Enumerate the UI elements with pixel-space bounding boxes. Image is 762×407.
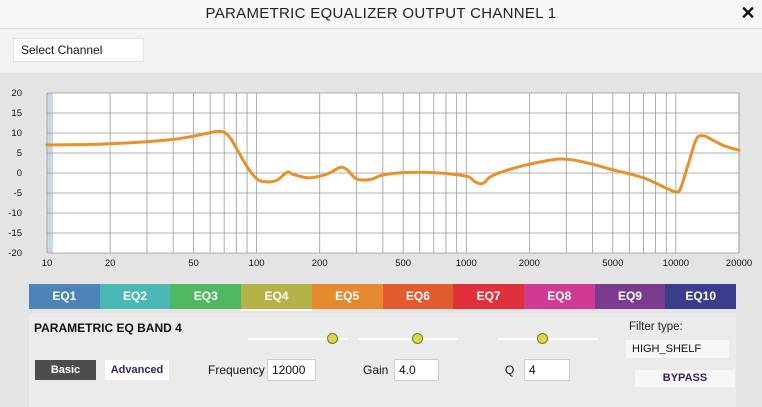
advanced-mode-button[interactable]: Advanced	[105, 360, 169, 380]
tab-eq5[interactable]: EQ5	[311, 284, 383, 309]
tab-eq4[interactable]: EQ4	[241, 284, 312, 311]
top-toolbar: Select Channel	[0, 29, 762, 73]
frequency-input[interactable]	[267, 359, 316, 381]
x-tick-label: 20	[105, 258, 116, 268]
y-tick-label: 20	[11, 88, 22, 99]
response-curve	[45, 129, 741, 194]
q-slider[interactable]	[498, 338, 598, 340]
y-tick-label: 15	[11, 108, 22, 119]
gain-input[interactable]	[394, 359, 439, 381]
tab-eq9[interactable]: EQ9	[594, 284, 666, 309]
y-tick-label: -5	[14, 188, 22, 199]
y-tick-label: -15	[8, 228, 22, 239]
y-tick-label: 10	[11, 128, 22, 139]
q-slider-knob[interactable]	[537, 333, 548, 344]
y-tick-label: -20	[8, 248, 22, 259]
x-tick-label: 200	[312, 258, 328, 268]
x-tick-label: 500	[395, 258, 411, 268]
y-tick-label: -10	[8, 208, 22, 219]
bypass-button[interactable]: BYPASS	[635, 370, 735, 387]
x-tick-label: 10	[42, 258, 53, 268]
title-bar: PARAMETRIC EQUALIZER OUTPUT CHANNEL 1 ✕	[0, 0, 762, 29]
x-tick-label: 1000	[456, 258, 477, 268]
q-label: Q	[505, 363, 515, 377]
tab-eq10[interactable]: EQ10	[665, 284, 737, 309]
x-tick-label: 5000	[602, 258, 623, 268]
x-tick-label: 2000	[519, 258, 540, 268]
tab-eq8[interactable]: EQ8	[523, 284, 595, 309]
y-tick-label: 0	[17, 168, 22, 179]
basic-mode-button[interactable]: Basic	[35, 360, 96, 380]
x-tick-label: 100	[249, 258, 265, 268]
frequency-slider-knob[interactable]	[327, 333, 338, 344]
tab-eq3[interactable]: EQ3	[170, 284, 242, 309]
q-input[interactable]	[524, 359, 570, 381]
gain-slider-knob[interactable]	[412, 333, 423, 344]
x-tick-label: 10000	[663, 258, 689, 268]
x-tick-label: 50	[188, 258, 199, 268]
frequency-label: Frequency	[208, 363, 265, 377]
tab-eq7[interactable]: EQ7	[453, 284, 524, 309]
tab-eq2[interactable]: EQ2	[99, 284, 171, 309]
filter-type-label: Filter type:	[629, 321, 683, 333]
frequency-slider[interactable]	[248, 338, 348, 340]
close-icon[interactable]: ✕	[740, 3, 756, 23]
x-tick-label: 20000	[726, 258, 752, 268]
select-channel-button[interactable]: Select Channel	[13, 38, 144, 62]
window-title: PARAMETRIC EQUALIZER OUTPUT CHANNEL 1	[205, 5, 557, 22]
gain-label: Gain	[363, 363, 389, 377]
eq-band-tabs: EQ1 EQ2 EQ3 EQ4 EQ5 EQ6 EQ7 EQ8 EQ9 EQ10	[29, 284, 737, 311]
gain-slider[interactable]	[358, 338, 458, 340]
band-settings-panel: PARAMETRIC EQ BAND 4 Basic Advanced Freq…	[29, 313, 736, 407]
filter-type-select[interactable]: HIGH_SHELF	[626, 340, 729, 358]
band-title: PARAMETRIC EQ BAND 4	[34, 321, 182, 335]
tab-eq1[interactable]: EQ1	[29, 284, 100, 309]
equalizer-main-panel: 20 15 10 5 0 -5 -10 -15 -20 10 20 50 100 200 500 1000 20…	[0, 73, 762, 407]
tab-eq6[interactable]: EQ6	[382, 284, 454, 309]
y-tick-label: 5	[17, 148, 22, 159]
